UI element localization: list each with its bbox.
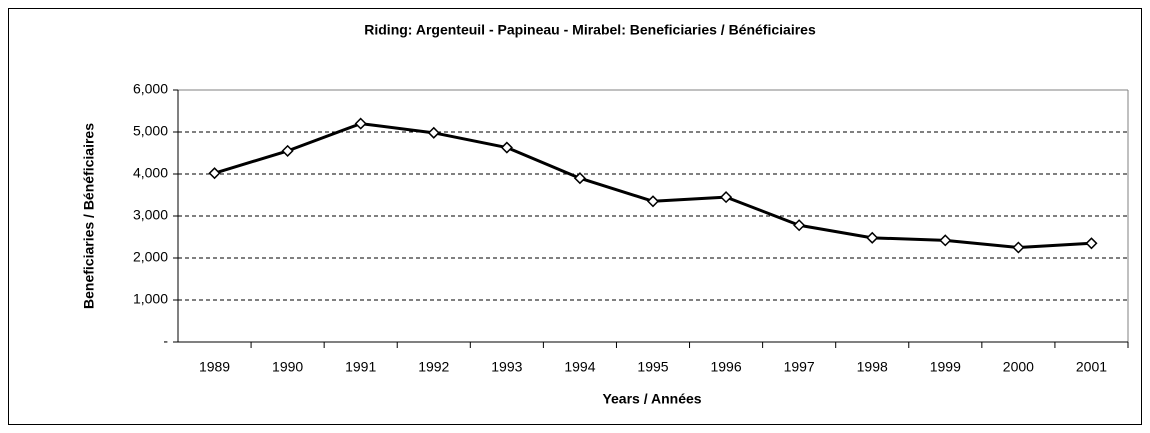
x-tick-label: 1989 bbox=[199, 359, 230, 375]
y-tick-label: 5,000 bbox=[133, 123, 168, 139]
x-tick-label: 1993 bbox=[491, 359, 522, 375]
x-tick-label: 2001 bbox=[1076, 359, 1107, 375]
series-line bbox=[214, 122, 1092, 249]
y-tick-label: 3,000 bbox=[133, 207, 168, 223]
data-point bbox=[354, 117, 367, 130]
x-tick-label: 2000 bbox=[1003, 359, 1034, 375]
data-point bbox=[1012, 241, 1025, 254]
data-point bbox=[500, 141, 513, 154]
x-tick-label: 1990 bbox=[272, 359, 303, 375]
x-tick-label: 1997 bbox=[784, 359, 815, 375]
y-tick-label: 2,000 bbox=[133, 249, 168, 265]
data-point bbox=[573, 172, 586, 185]
x-tick-label: 1992 bbox=[418, 359, 449, 375]
data-point bbox=[281, 144, 294, 157]
data-point bbox=[939, 234, 952, 247]
data-point bbox=[866, 231, 879, 244]
x-tick-label: 1995 bbox=[637, 359, 668, 375]
x-tick-label: 1999 bbox=[930, 359, 961, 375]
y-axis-title: Beneficiaries / Bénéficiaires bbox=[81, 123, 97, 309]
y-tick-label: - bbox=[163, 333, 168, 349]
data-point bbox=[427, 126, 440, 139]
y-tick-label: 4,000 bbox=[133, 165, 168, 181]
data-point bbox=[646, 195, 660, 208]
y-tick-label: 1,000 bbox=[133, 291, 168, 307]
chart-border bbox=[8, 8, 1142, 425]
data-point bbox=[1085, 237, 1098, 250]
x-tick-label: 1996 bbox=[710, 359, 741, 375]
x-tick-label: 1998 bbox=[857, 359, 888, 375]
chart-title: Riding: Argenteuil - Papineau - Mirabel:… bbox=[364, 22, 816, 38]
data-point bbox=[793, 219, 806, 232]
data-point bbox=[720, 191, 733, 204]
data-point bbox=[208, 167, 221, 180]
x-axis-title: Years / Années bbox=[602, 391, 701, 407]
x-tick-label: 1994 bbox=[564, 359, 595, 375]
x-tick-label: 1991 bbox=[345, 359, 376, 375]
y-tick-label: 6,000 bbox=[133, 81, 168, 97]
